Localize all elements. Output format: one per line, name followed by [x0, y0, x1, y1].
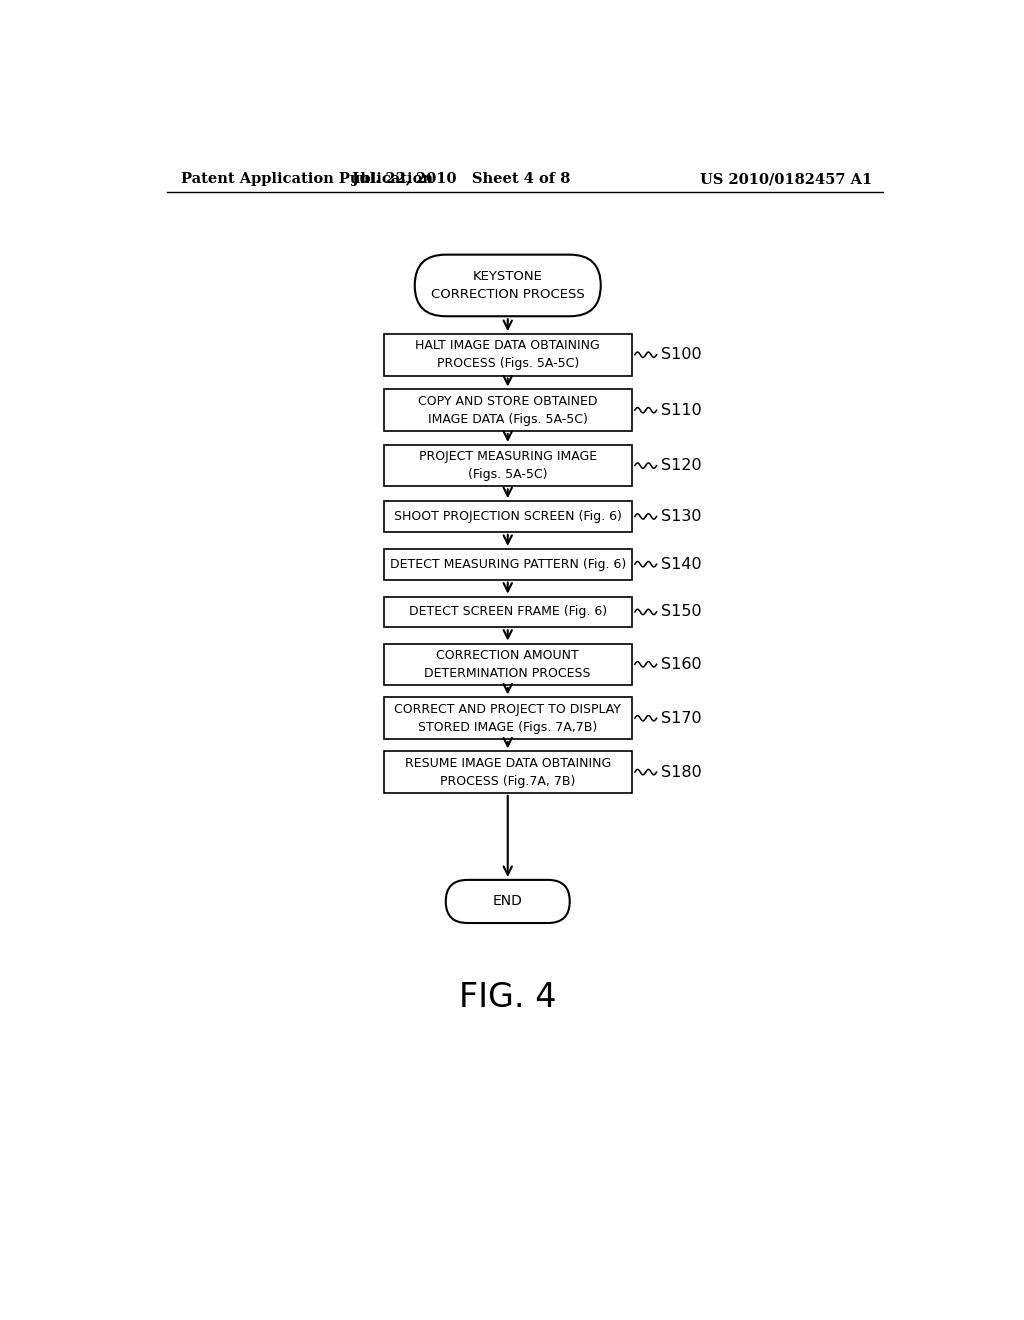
FancyBboxPatch shape [384, 445, 632, 487]
FancyBboxPatch shape [384, 549, 632, 579]
Text: S110: S110 [662, 403, 701, 417]
Text: SHOOT PROJECTION SCREEN (Fig. 6): SHOOT PROJECTION SCREEN (Fig. 6) [394, 510, 622, 523]
Text: KEYSTONE
CORRECTION PROCESS: KEYSTONE CORRECTION PROCESS [431, 271, 585, 301]
Text: S100: S100 [662, 347, 701, 362]
Text: S160: S160 [662, 657, 701, 672]
FancyBboxPatch shape [384, 389, 632, 430]
FancyBboxPatch shape [384, 697, 632, 739]
FancyBboxPatch shape [384, 334, 632, 376]
Text: DETECT SCREEN FRAME (Fig. 6): DETECT SCREEN FRAME (Fig. 6) [409, 606, 607, 619]
Text: S130: S130 [662, 510, 701, 524]
FancyBboxPatch shape [384, 751, 632, 793]
Text: CORRECTION AMOUNT
DETERMINATION PROCESS: CORRECTION AMOUNT DETERMINATION PROCESS [425, 649, 591, 680]
Text: PROJECT MEASURING IMAGE
(Figs. 5A-5C): PROJECT MEASURING IMAGE (Figs. 5A-5C) [419, 450, 597, 480]
Text: S120: S120 [662, 458, 701, 473]
Text: Patent Application Publication: Patent Application Publication [180, 172, 433, 186]
Text: US 2010/0182457 A1: US 2010/0182457 A1 [699, 172, 872, 186]
Text: HALT IMAGE DATA OBTAINING
PROCESS (Figs. 5A-5C): HALT IMAGE DATA OBTAINING PROCESS (Figs.… [416, 339, 600, 370]
Text: Jul. 22, 2010   Sheet 4 of 8: Jul. 22, 2010 Sheet 4 of 8 [352, 172, 570, 186]
Text: END: END [493, 895, 522, 908]
Text: S170: S170 [662, 710, 701, 726]
FancyBboxPatch shape [384, 597, 632, 627]
FancyBboxPatch shape [415, 255, 601, 317]
Text: CORRECT AND PROJECT TO DISPLAY
STORED IMAGE (Figs. 7A,7B): CORRECT AND PROJECT TO DISPLAY STORED IM… [394, 702, 622, 734]
Text: S150: S150 [662, 605, 701, 619]
Text: S180: S180 [662, 764, 701, 780]
Text: COPY AND STORE OBTAINED
IMAGE DATA (Figs. 5A-5C): COPY AND STORE OBTAINED IMAGE DATA (Figs… [418, 395, 597, 425]
Text: DETECT MEASURING PATTERN (Fig. 6): DETECT MEASURING PATTERN (Fig. 6) [389, 557, 626, 570]
Text: RESUME IMAGE DATA OBTAINING
PROCESS (Fig.7A, 7B): RESUME IMAGE DATA OBTAINING PROCESS (Fig… [404, 756, 611, 788]
FancyBboxPatch shape [384, 644, 632, 685]
FancyBboxPatch shape [384, 502, 632, 532]
Text: FIG. 4: FIG. 4 [459, 981, 556, 1014]
FancyBboxPatch shape [445, 880, 569, 923]
Text: S140: S140 [662, 557, 701, 572]
